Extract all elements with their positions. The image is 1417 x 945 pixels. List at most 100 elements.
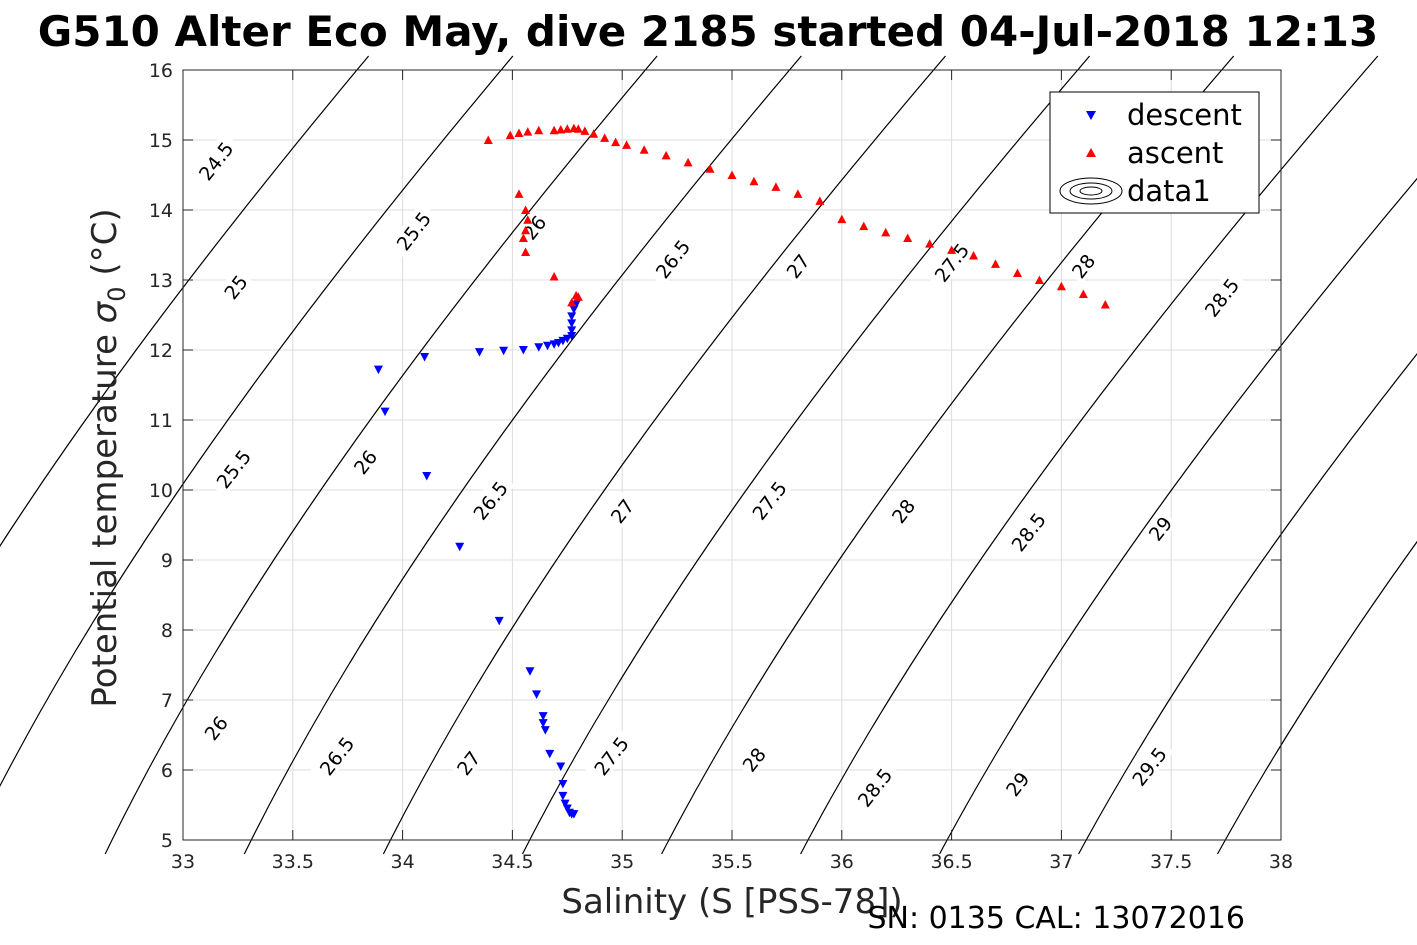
ascent-point (683, 157, 693, 167)
legend-data1-label: data1 (1127, 174, 1211, 208)
y-tick-label: 10 (149, 480, 173, 502)
descent-point (494, 616, 504, 626)
legend-contour-marker (1059, 177, 1123, 205)
contour-label-bg (603, 491, 640, 529)
ascent-point (573, 124, 583, 133)
ascent-point (556, 125, 566, 134)
y-tick-label: 13 (149, 270, 173, 292)
descent-point (474, 348, 484, 357)
x-tick-label: 34.5 (491, 851, 533, 873)
ascent-point (881, 227, 891, 237)
ascent-point (793, 189, 803, 198)
ascent-point (1012, 268, 1022, 277)
contour-label-bg (387, 202, 439, 259)
y-tick-label: 12 (149, 340, 173, 362)
contour-label-bg (925, 233, 977, 290)
ascent-point (771, 182, 781, 191)
ascent-point (589, 129, 599, 138)
contour-label-bg (779, 246, 815, 284)
ascent-point (1034, 275, 1044, 284)
descent-point (569, 810, 579, 819)
descent-point (422, 472, 432, 481)
descent-point (543, 341, 553, 351)
descent-point (420, 353, 430, 362)
ascent-point (600, 133, 610, 142)
ascent-point (514, 128, 524, 137)
descent-point (540, 726, 550, 735)
descent-series (373, 300, 581, 819)
ascent-point (534, 125, 544, 135)
x-tick-label: 35 (610, 851, 634, 873)
data-series (373, 123, 1110, 819)
isopycnal-26 (243, 55, 802, 855)
x-tick-label: 36.5 (930, 851, 972, 873)
y-axis-label: Potential temperature σ0 (°C) (85, 208, 131, 707)
descent-point (560, 799, 570, 809)
isopycnal-29 (1078, 352, 1417, 855)
ascent-point (1056, 281, 1066, 291)
descent-point (373, 365, 383, 375)
ascent-point (639, 145, 649, 154)
density-contours (0, 55, 1417, 855)
ascent-point (521, 247, 531, 256)
x-tick-label: 37 (1049, 851, 1073, 873)
descent-point (567, 332, 577, 341)
descent-point (518, 346, 528, 355)
legend: descent ascent data1 (1049, 91, 1260, 214)
contour-label-bg (346, 442, 383, 480)
isopycnal-28 (800, 55, 1379, 855)
contour-label-bg (998, 764, 1035, 802)
calibration-footer: SN: 0135 CAL: 13072016 (867, 901, 1245, 936)
y-tick-label: 5 (161, 830, 173, 852)
ascent-point (622, 140, 632, 149)
isopycnal-25 (0, 55, 514, 788)
ascent-point (549, 272, 559, 281)
descent-point (562, 334, 572, 344)
ascent-point (549, 125, 559, 135)
contour-label-bg (1064, 246, 1101, 284)
contour-label-bg (1123, 737, 1174, 794)
y-tick-label: 6 (161, 760, 173, 782)
ascent-point (705, 164, 715, 173)
ascent-point (727, 170, 737, 179)
ascent-point (483, 135, 493, 144)
contour-label-bg (197, 708, 234, 746)
contour-label-bg (1002, 503, 1053, 560)
y-axis-label-subscript: 0 (103, 286, 131, 301)
isopycnal-28.5 (939, 177, 1417, 855)
legend-descent-label: descent (1127, 98, 1242, 132)
descent-point (567, 326, 577, 335)
ascent-point (1078, 289, 1088, 298)
ascent-point (567, 297, 577, 307)
legend-ascent-label: ascent (1127, 136, 1223, 170)
ascent-point (903, 233, 913, 242)
ascent-series (483, 123, 1110, 309)
ascent-point (925, 239, 935, 248)
descent-point (455, 542, 465, 552)
contour-label-bg (207, 440, 259, 497)
legend-box (1049, 91, 1260, 214)
isopycnal-27 (521, 55, 1091, 855)
contour-label-bg (585, 727, 636, 784)
legend-ascent-marker (1086, 148, 1096, 157)
descent-point (556, 762, 566, 771)
x-tick-label: 38 (1269, 851, 1293, 873)
ascent-point (505, 130, 515, 140)
y-tick-label: 14 (149, 200, 173, 222)
y-tick-label: 11 (149, 410, 173, 432)
contour-label-bg (189, 132, 241, 189)
contour-label-bg (464, 471, 515, 528)
y-axis-label-main: Potential temperature (85, 323, 125, 707)
ascent-point (859, 221, 869, 231)
contour-label-bg (1195, 268, 1247, 325)
ascent-point (514, 189, 524, 198)
ascent-point (523, 127, 533, 136)
y-tick-label: 9 (161, 550, 173, 572)
descent-point (558, 791, 568, 801)
ascent-point (1100, 300, 1110, 309)
descent-point (567, 312, 577, 321)
y-axis-label-unit: (°C) (85, 208, 125, 286)
ascent-point (521, 225, 531, 235)
contour-label-bg (848, 758, 900, 815)
